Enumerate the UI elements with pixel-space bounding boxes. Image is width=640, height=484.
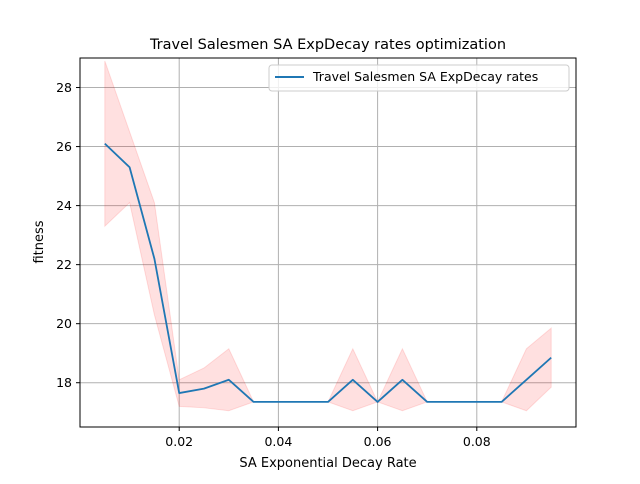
y-tick-label: 26 [56, 139, 72, 154]
y-tick-label: 24 [56, 198, 72, 213]
x-axis-label: SA Exponential Decay Rate [239, 456, 416, 471]
chart-title: Travel Salesmen SA ExpDecay rates optimi… [149, 37, 506, 53]
legend-entry-label: Travel Salesmen SA ExpDecay rates [312, 69, 538, 84]
legend: Travel Salesmen SA ExpDecay rates [269, 65, 569, 91]
x-tick-label: 0.08 [463, 434, 491, 449]
x-tick-label: 0.02 [165, 434, 193, 449]
y-tick-label: 28 [56, 80, 72, 95]
y-tick-label: 22 [56, 257, 72, 272]
x-tick-label: 0.04 [264, 434, 292, 449]
y-axis-label: fitness [32, 220, 47, 263]
y-tick-label: 20 [56, 316, 72, 331]
x-tick-label: 0.06 [364, 434, 392, 449]
y-tick-label: 18 [56, 375, 72, 390]
